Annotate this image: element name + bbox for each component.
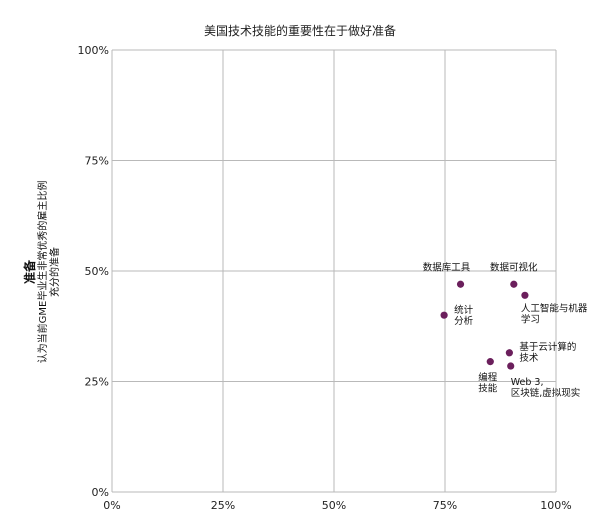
point-label: 统计 <box>454 304 474 316</box>
point-label: 数据可视化 <box>490 261 538 273</box>
point-label: 基于云计算的 <box>519 341 576 353</box>
y-tick-label: 50% <box>85 265 109 278</box>
data-point <box>521 291 529 299</box>
data-point <box>510 280 518 288</box>
y-tick-label: 25% <box>85 376 109 389</box>
x-tick-label: 0% <box>103 499 120 512</box>
chart-title: 美国技术技能的重要性在于做好准备 <box>203 24 396 38</box>
point-label: 技术 <box>519 352 539 364</box>
x-tick-label: 25% <box>211 499 235 512</box>
point-label: 学习 <box>521 313 540 325</box>
point-label: 分析 <box>454 315 474 327</box>
point-label: 人工智能与机器 <box>521 302 588 314</box>
x-tick-label: 100% <box>540 499 571 512</box>
point-label: Web 3, <box>511 377 544 388</box>
data-point <box>505 349 513 357</box>
point-label: 区块链,虚拟现实 <box>511 387 581 399</box>
data-point <box>440 311 448 319</box>
data-point <box>486 358 494 366</box>
point-label: 数据库工具 <box>423 261 471 273</box>
point-label: 编程 <box>478 372 498 384</box>
data-point <box>456 280 465 288</box>
y-tick-label: 100% <box>78 44 109 57</box>
y-tick-label: 75% <box>85 155 109 168</box>
y-tick-label: 0% <box>92 486 109 499</box>
data-point <box>507 362 515 370</box>
point-label: 技能 <box>478 383 498 395</box>
x-tick-label: 50% <box>322 499 346 512</box>
x-tick-label: 75% <box>433 499 457 512</box>
